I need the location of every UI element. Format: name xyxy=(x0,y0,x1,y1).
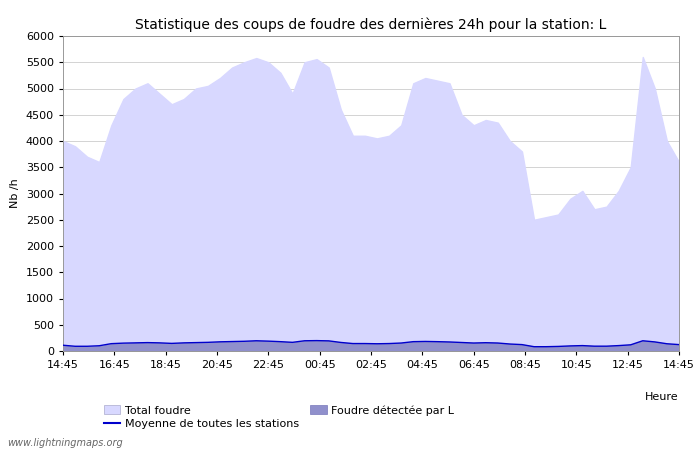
Y-axis label: Nb /h: Nb /h xyxy=(10,179,20,208)
Legend: Total foudre, Moyenne de toutes les stations, Foudre détectée par L: Total foudre, Moyenne de toutes les stat… xyxy=(99,400,458,433)
Text: www.lightningmaps.org: www.lightningmaps.org xyxy=(7,438,122,448)
Title: Statistique des coups de foudre des dernières 24h pour la station: L: Statistique des coups de foudre des dern… xyxy=(135,18,607,32)
Text: Heure: Heure xyxy=(645,392,679,402)
